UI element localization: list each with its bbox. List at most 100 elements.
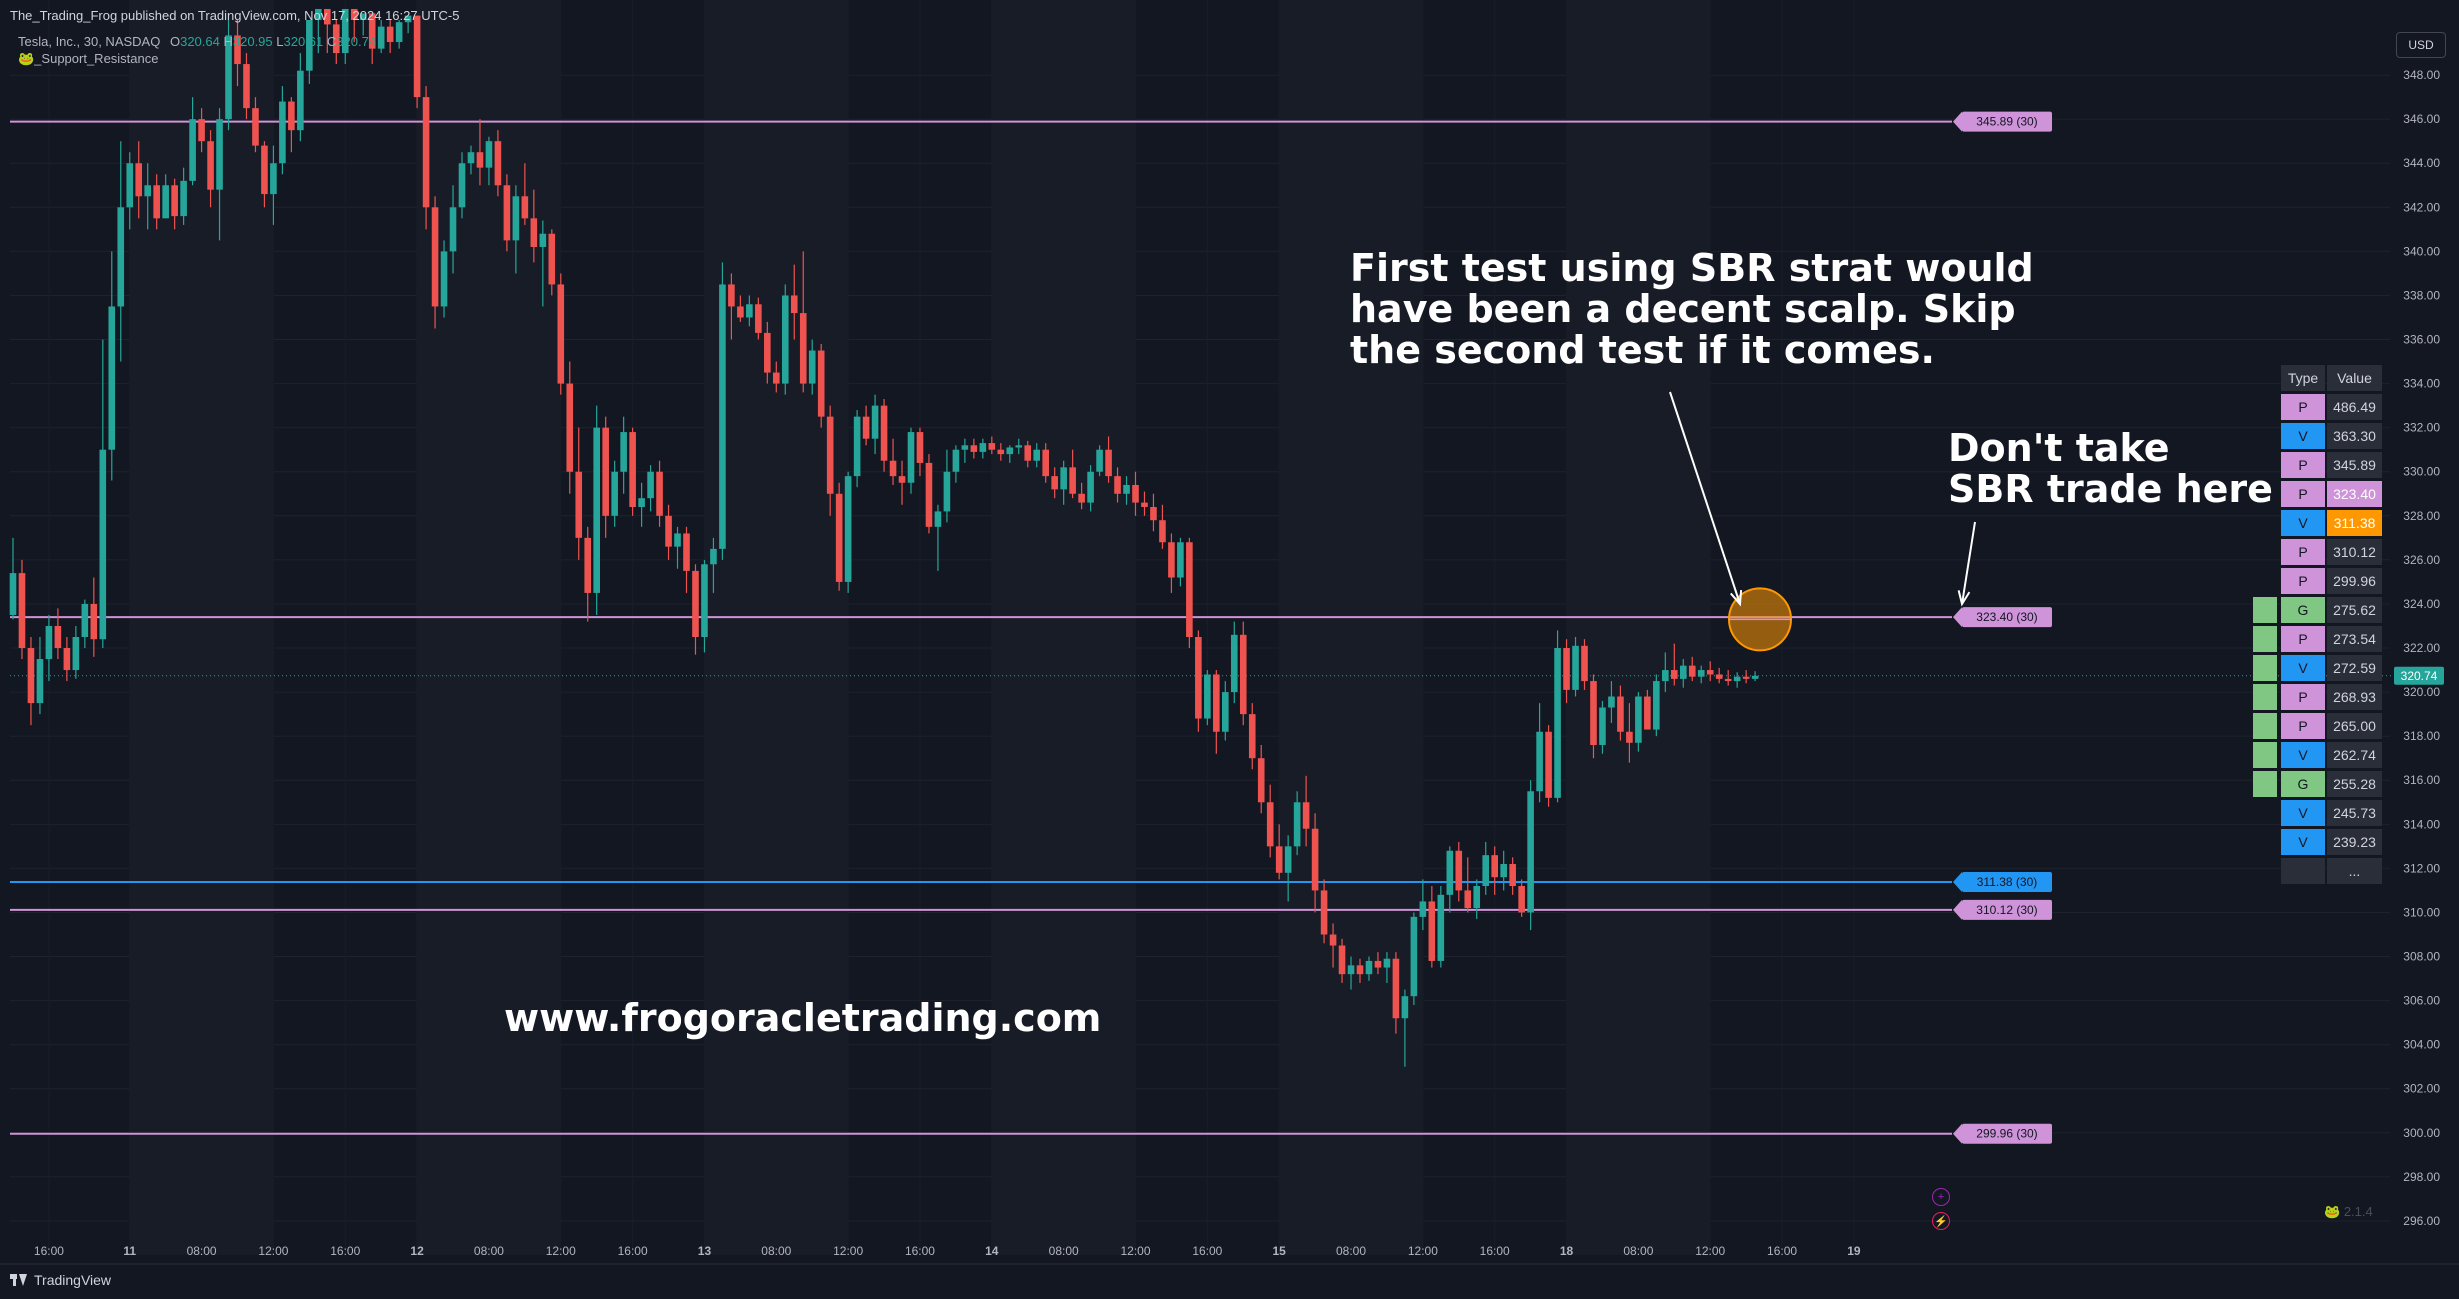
candle [1114, 467, 1121, 503]
candle-body [934, 511, 942, 527]
time-axis[interactable]: 16:00 11 08:00 12:00 16:00 12 08:00 12:00 16:00 1… [0, 1244, 2459, 1265]
candle-body [9, 573, 17, 615]
candle-body [1527, 791, 1534, 913]
candle [1051, 467, 1058, 499]
candle [503, 174, 511, 252]
row-marker [2253, 597, 2277, 623]
add-alert-icon[interactable]: + [1932, 1188, 1950, 1206]
candle [234, 20, 241, 87]
frog-icon: 🐸 [2324, 1204, 2341, 1219]
low-label: L [276, 34, 284, 49]
candle-body [1536, 731, 1543, 792]
candle [1644, 689, 1651, 730]
candle [1446, 846, 1454, 913]
candle-body [871, 405, 879, 439]
candle [1500, 850, 1507, 891]
candle-body [997, 449, 1005, 455]
candle [386, 20, 394, 54]
y-tick-label: 336.00 [2403, 333, 2440, 347]
candle [593, 405, 600, 615]
value-cell: 268.93 [2327, 684, 2382, 710]
candle-body [27, 648, 35, 704]
candle-body [1150, 506, 1157, 521]
candle [1132, 471, 1139, 516]
candle [18, 559, 26, 660]
candle-body [710, 548, 717, 565]
candle-body [1015, 445, 1023, 448]
candle [1509, 857, 1516, 895]
y-tick-label: 338.00 [2403, 288, 2440, 302]
candle [665, 504, 672, 560]
open-value: 320.64 [180, 34, 220, 49]
candle-body [557, 284, 565, 384]
type-cell: V [2281, 800, 2325, 826]
candle [216, 108, 223, 241]
candle [674, 526, 681, 569]
candle-body [341, 8, 349, 54]
candle [243, 53, 250, 120]
candle-body [1230, 634, 1238, 693]
candle-body [1653, 681, 1660, 730]
symbol-ohlc[interactable]: Tesla, Inc., 30, NASDAQ O320.64 H320.95 … [18, 34, 376, 49]
value-cell: 363.30 [2327, 423, 2382, 449]
y-tick-label: 312.00 [2403, 861, 2440, 875]
candle [1060, 460, 1067, 505]
candle [404, 15, 412, 34]
table-row: V 262.74 [2281, 742, 2382, 768]
candle-body [629, 432, 636, 507]
row-marker [2253, 684, 2277, 710]
candle [1033, 443, 1041, 468]
candle-body [324, 8, 331, 25]
candle-body [790, 295, 798, 314]
candle-body [1284, 846, 1292, 873]
x-tick-label: 16:00 [1767, 1244, 1797, 1258]
candle [108, 251, 116, 481]
candle [1437, 886, 1445, 968]
candle [853, 410, 861, 488]
level-label-pointer [1953, 1123, 1962, 1144]
candle [261, 141, 268, 208]
y-tick-label: 332.00 [2403, 421, 2440, 435]
x-tick-label: 12:00 [1408, 1244, 1438, 1258]
currency-button[interactable]: USD [2396, 32, 2446, 58]
candle-body [63, 648, 71, 671]
candle [117, 141, 125, 362]
candle [1096, 445, 1103, 477]
y-tick-label: 304.00 [2403, 1038, 2440, 1052]
candle [1150, 493, 1157, 532]
y-tick-label: 346.00 [2403, 112, 2440, 126]
tradingview-footer[interactable]: TradingView [10, 1272, 111, 1288]
candle-body [1679, 665, 1687, 679]
last-price-box [2394, 666, 2444, 685]
candle [1383, 952, 1391, 983]
table-row: V 272.59 [2281, 655, 2382, 681]
candle-body [297, 70, 304, 131]
annotation-overlay [1669, 391, 1976, 652]
candle-body [243, 64, 250, 109]
candle-body [862, 416, 870, 439]
candle [395, 20, 403, 49]
arrow-first-test-head [1730, 589, 1743, 607]
lightning-icon[interactable]: ⚡ [1932, 1212, 1950, 1230]
candle [557, 273, 565, 395]
candle-body [1078, 493, 1085, 503]
indicator-version-badge: 🐸 2.1.4 [2324, 1204, 2373, 1220]
session-band [1566, 0, 1711, 1255]
candle-body [1329, 934, 1337, 946]
y-tick-label: 342.00 [2403, 200, 2440, 214]
level-label-pointer [1953, 899, 1962, 920]
candle-body [207, 141, 214, 190]
price-axis[interactable]: 296.00 298.00 300.00 302.00 304.00 306.00 308.… [2394, 68, 2444, 1228]
candle [692, 564, 699, 655]
candle-body [1697, 670, 1705, 677]
candle-body [144, 185, 151, 197]
value-cell: 299.96 [2327, 568, 2382, 594]
x-tick-label: 12 [410, 1244, 424, 1258]
indicator-legend[interactable]: 🐸_Support_Resistance [18, 51, 159, 66]
candle [1374, 952, 1382, 975]
session-band [704, 0, 849, 1255]
candle [189, 97, 196, 186]
candle [1006, 445, 1014, 463]
candle-body [1266, 802, 1274, 847]
